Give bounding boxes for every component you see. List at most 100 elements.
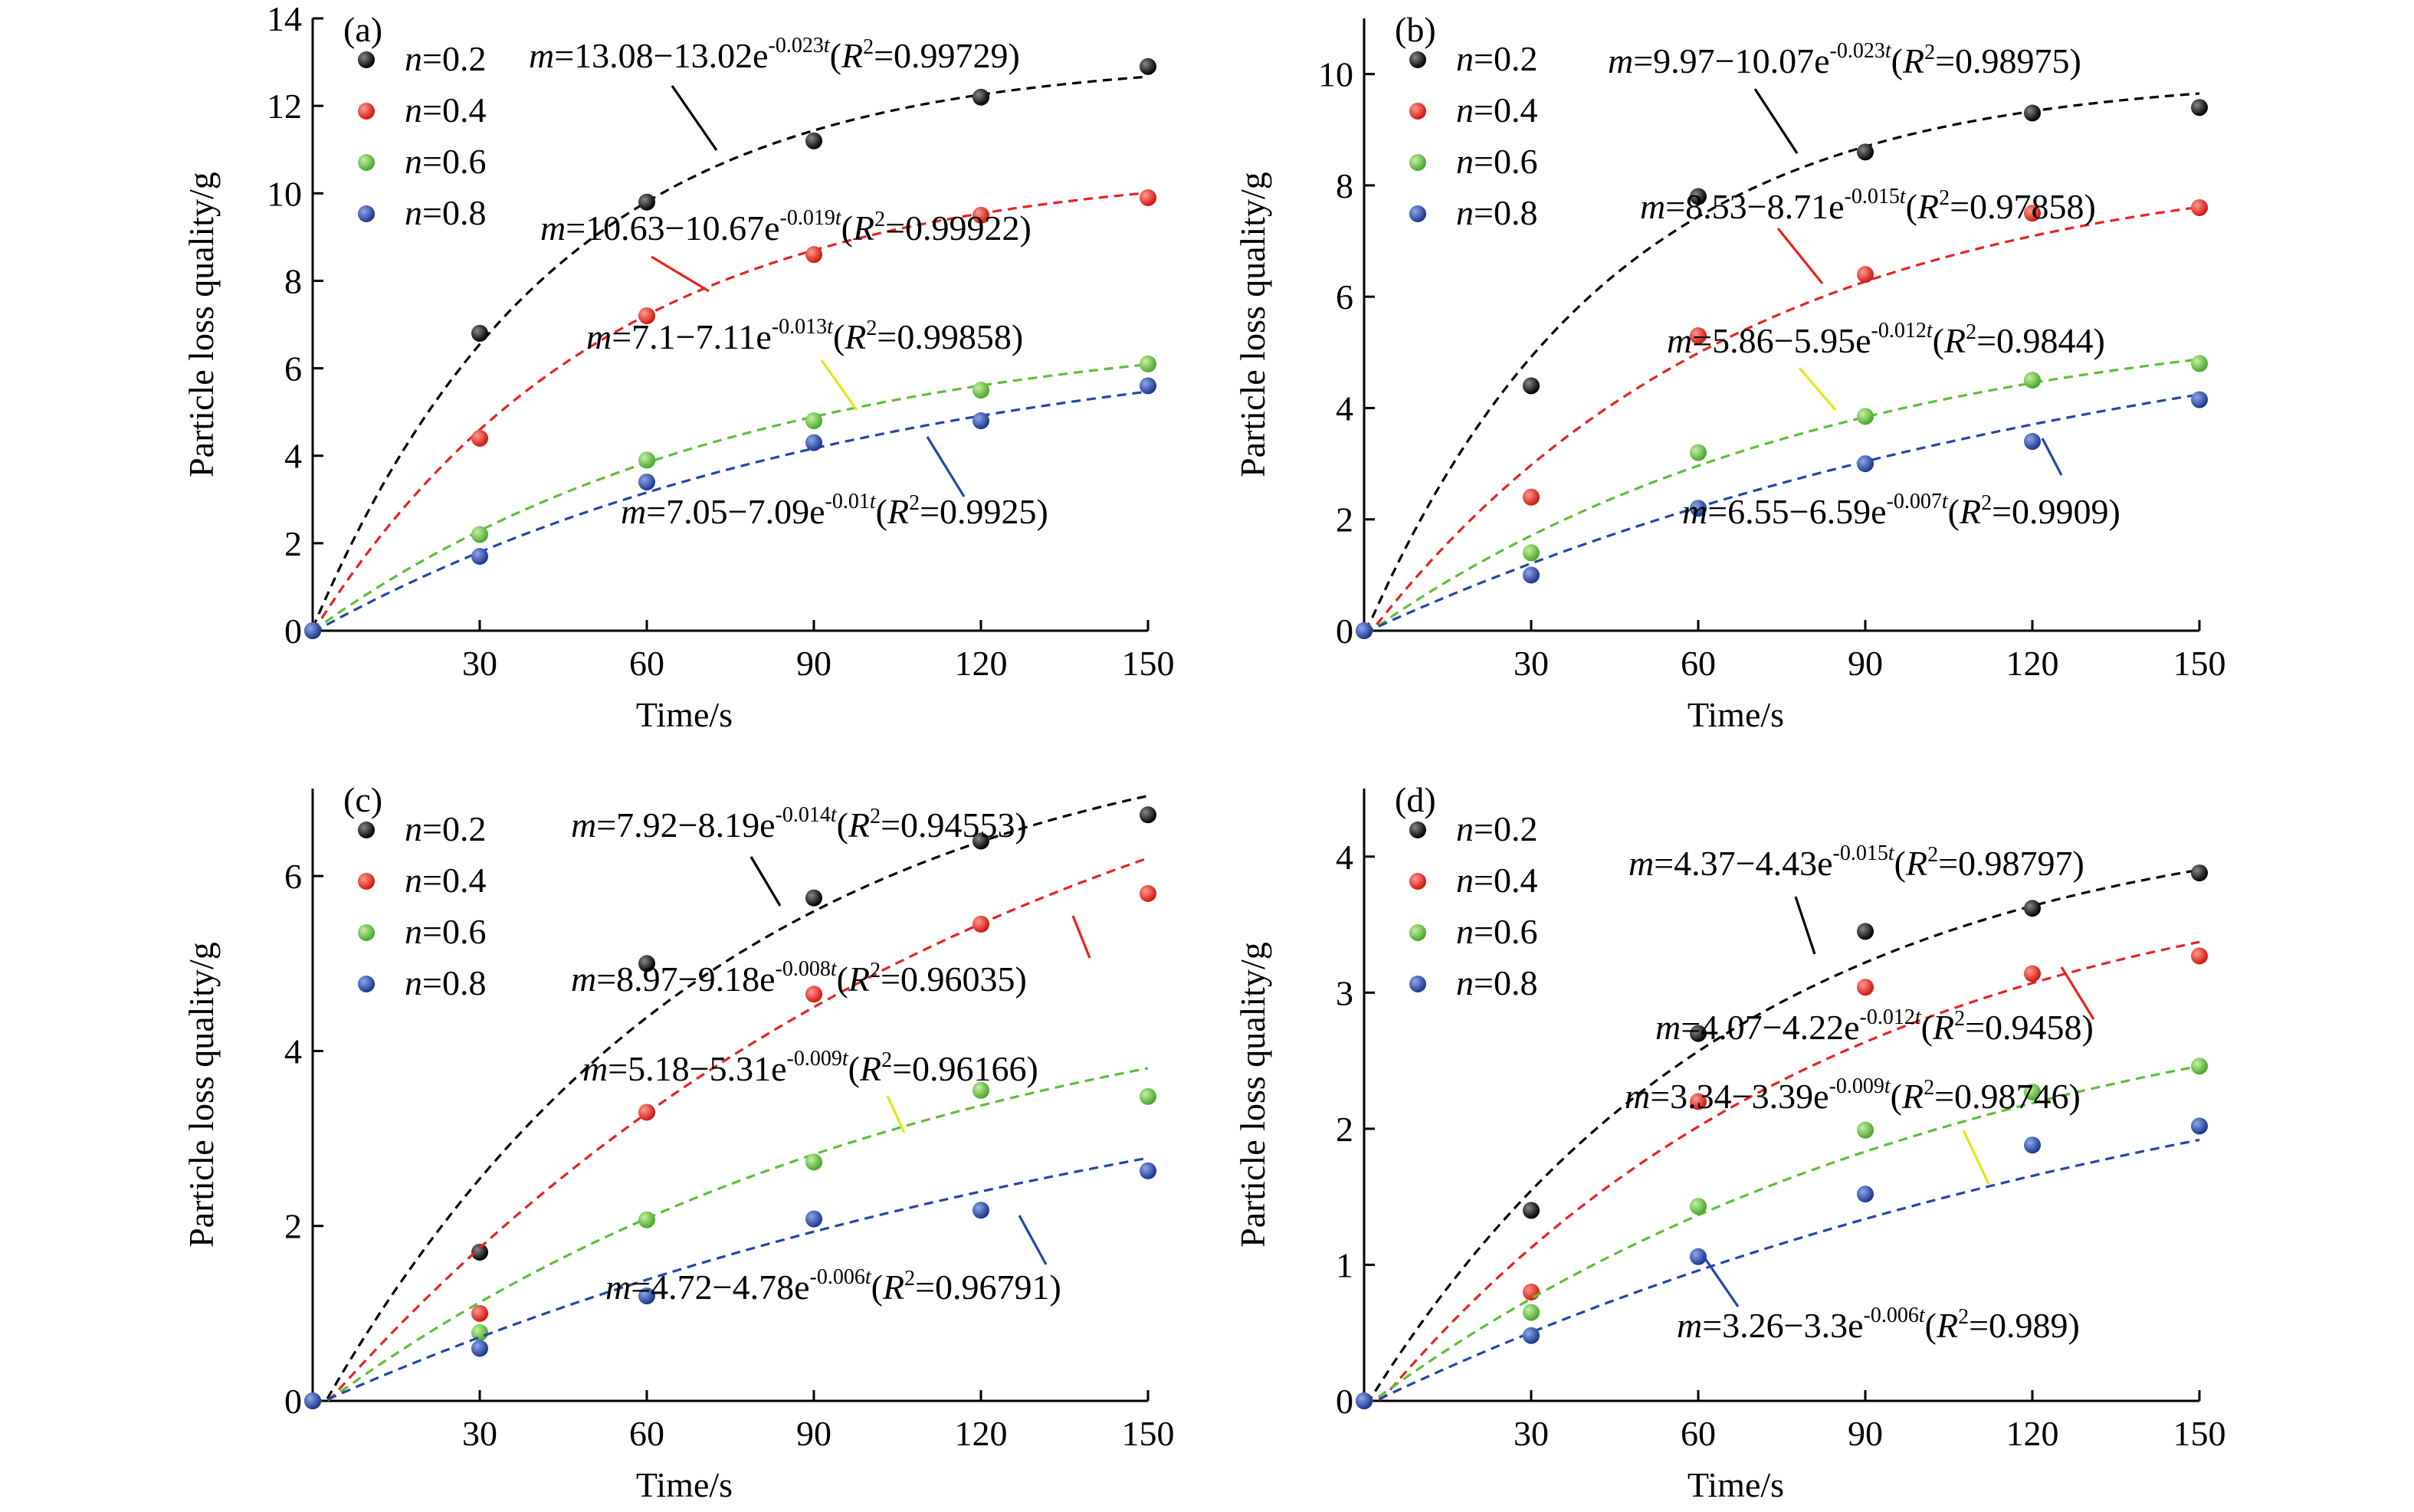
fit-equation: m=7.1−7.11e-0.013t(R2=0.99858) <box>586 315 1023 356</box>
y-tick-label: 4 <box>1336 389 1353 428</box>
x-axis-title: Time/s <box>636 1465 733 1504</box>
data-point-n=0.2 <box>471 324 488 342</box>
leader-line <box>1962 1130 1990 1185</box>
leader-line <box>820 359 858 411</box>
fit-curve-n=0.2 <box>311 75 1149 629</box>
legend-marker <box>358 205 375 222</box>
data-point-n=0.6 <box>1523 544 1540 562</box>
x-tick-label: 30 <box>1514 644 1549 683</box>
data-point-n=0.4 <box>471 1304 488 1322</box>
y-tick-label: 2 <box>1336 500 1353 540</box>
data-point-n=0.8 <box>304 1392 321 1409</box>
data-point-n=0.8 <box>2191 391 2208 408</box>
data-point-n=0.6 <box>2024 372 2041 389</box>
data-point-n=0.8 <box>304 622 321 639</box>
data-point-n=0.6 <box>972 382 989 399</box>
fit-curve-n=0.2 <box>1363 92 2200 631</box>
legend-marker <box>1409 205 1426 222</box>
data-point-n=0.6 <box>1857 408 1874 425</box>
data-point-n=0.4 <box>2024 205 2041 222</box>
data-point-n=0.2 <box>2024 104 2041 122</box>
y-tick-label: 1 <box>1336 1245 1353 1284</box>
x-tick-label: 120 <box>2006 644 2059 683</box>
data-point-n=0.6 <box>1140 1087 1156 1105</box>
x-tick-label: 30 <box>462 644 497 683</box>
y-tick-label: 2 <box>1336 1110 1353 1149</box>
data-point-n=0.8 <box>471 1340 488 1357</box>
fit-curve-n=0.2 <box>1363 868 2200 1402</box>
data-point-n=0.6 <box>972 1081 989 1099</box>
data-point-n=0.4 <box>638 307 655 325</box>
data-point-n=0.6 <box>2024 1083 2041 1100</box>
data-point-n=0.2 <box>1857 143 1874 161</box>
data-point-n=0.4 <box>1140 884 1156 902</box>
y-axis-title: Particle loss quality/g <box>182 942 221 1248</box>
data-point-n=0.2 <box>805 889 822 907</box>
data-point-n=0.2 <box>1523 1202 1540 1219</box>
y-tick-label: 4 <box>1336 838 1353 877</box>
legend-marker <box>1409 822 1426 838</box>
leader-line <box>671 85 718 151</box>
leader-line <box>926 436 966 497</box>
data-point-n=0.2 <box>972 832 989 850</box>
fit-equation: m=9.97−10.07e-0.023t(R2=0.98975) <box>1608 39 2081 80</box>
data-point-n=0.6 <box>1857 1121 1874 1139</box>
legend-marker <box>1409 873 1426 890</box>
y-tick-label: 10 <box>267 174 302 213</box>
data-point-n=0.6 <box>805 412 822 430</box>
x-tick-label: 30 <box>462 1414 497 1453</box>
fit-equation: m=4.07−4.22e-0.012t(R2=0.9458) <box>1655 1005 2094 1047</box>
fit-equation: m=10.63−10.67e-0.019t(R2=0.99922) <box>540 206 1032 248</box>
data-point-n=0.8 <box>972 412 989 430</box>
legend-label: n=0.2 <box>1456 39 1537 78</box>
fit-equation: m=4.72−4.78e-0.006t(R2=0.96791) <box>605 1265 1061 1307</box>
fit-curve-n=0.8 <box>312 390 1149 632</box>
chart-panel-d: 0 1 2 3 4 30 60 90 120 150 Time/s Particle loss qua… <box>1233 780 2226 1504</box>
y-tick-label: 6 <box>284 857 302 896</box>
panel-label: (a) <box>343 10 382 49</box>
x-axis-title: Time/s <box>1688 695 1784 734</box>
data-point-n=0.4 <box>638 1104 655 1121</box>
data-point-n=0.4 <box>1690 1093 1707 1110</box>
panel-label: (d) <box>1395 780 1436 819</box>
x-tick-label: 60 <box>629 1414 664 1453</box>
data-point-n=0.2 <box>1857 923 1874 940</box>
y-tick-label: 0 <box>1336 1382 1353 1421</box>
data-point-n=0.4 <box>1857 979 1874 996</box>
leader-line <box>1071 915 1091 959</box>
leader-line <box>2041 438 2063 476</box>
fit-curve-n=0.4 <box>313 857 1149 1402</box>
leader-line <box>651 255 710 293</box>
legend-marker <box>1409 154 1426 171</box>
data-point-n=0.6 <box>1690 444 1707 461</box>
legend-marker <box>1409 976 1426 992</box>
fit-curve-n=0.2 <box>313 794 1149 1402</box>
y-tick-label: 0 <box>284 612 302 651</box>
x-tick-label: 60 <box>1681 644 1716 683</box>
fit-curve-n=0.8 <box>1364 1138 2200 1402</box>
fit-curve-n=0.4 <box>1364 940 2200 1402</box>
data-point-n=0.6 <box>471 526 488 543</box>
chart-panel-b: 0 2 4 6 8 10 30 60 90 120 150 Time/s Particle loss q… <box>1233 10 2226 734</box>
data-point-n=0.8 <box>1523 566 1540 584</box>
legend-marker <box>1409 103 1426 120</box>
data-point-n=0.4 <box>471 429 488 447</box>
legend-label: n=0.4 <box>405 861 486 900</box>
fit-equation: m=7.92−8.19e-0.014t(R2=0.94553) <box>571 803 1027 845</box>
leader-line <box>749 856 782 907</box>
leader-line <box>1753 88 1799 154</box>
fit-equation: m=4.37−4.43e-0.015t(R2=0.98797) <box>1628 841 2084 883</box>
data-point-n=0.2 <box>2191 864 2208 882</box>
data-point-n=0.2 <box>1140 57 1156 75</box>
y-tick-label: 4 <box>284 437 302 476</box>
legend-marker <box>358 924 375 941</box>
data-point-n=0.6 <box>1140 355 1156 372</box>
data-point-n=0.8 <box>1356 622 1373 639</box>
fit-equation: m=5.18−5.31e-0.009t(R2=0.96166) <box>582 1047 1038 1088</box>
y-tick-label: 14 <box>267 0 302 38</box>
x-tick-label: 90 <box>1848 1414 1883 1453</box>
fit-equation: m=5.86−5.95e-0.012t(R2=0.9844) <box>1667 319 2105 360</box>
data-point-n=0.8 <box>638 473 655 490</box>
data-point-n=0.2 <box>2191 99 2208 116</box>
